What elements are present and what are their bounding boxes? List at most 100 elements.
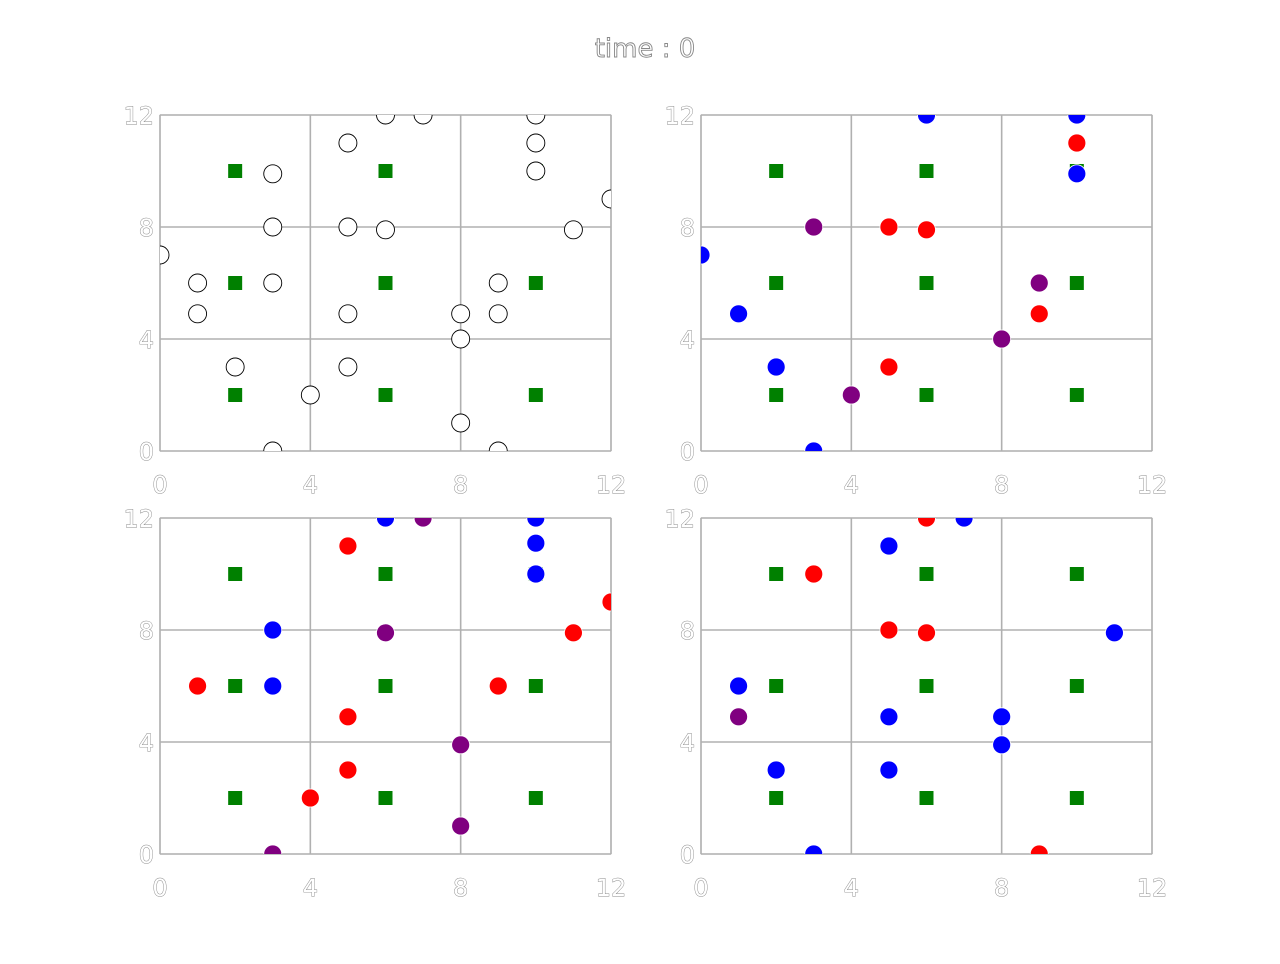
data-point-circle-blue bbox=[526, 564, 546, 584]
data-point-circle-red bbox=[1029, 304, 1049, 324]
x-tick-label: 0 bbox=[152, 471, 167, 499]
y-tick-label: 4 bbox=[139, 729, 154, 757]
data-point-circle-blue bbox=[879, 760, 899, 780]
x-tick-label: 8 bbox=[994, 471, 1009, 499]
data-point-circle-hollow bbox=[338, 304, 358, 324]
data-point-square-green bbox=[228, 567, 243, 581]
data-point-square-green bbox=[1069, 567, 1084, 581]
data-point-circle-hollow bbox=[451, 413, 471, 433]
data-point-circle-blue bbox=[766, 357, 786, 377]
x-tick-label: 4 bbox=[303, 874, 318, 902]
x-tick-label: 4 bbox=[844, 471, 859, 499]
subplot-3: 0 4 8 12 0 4 8 12 bbox=[123, 505, 627, 903]
data-point-circle-blue bbox=[729, 304, 748, 324]
data-point-square-green bbox=[378, 164, 393, 178]
data-point-circle-purple bbox=[413, 518, 433, 528]
y-tick-label: 8 bbox=[139, 214, 154, 242]
data-point-circle-hollow bbox=[160, 245, 170, 265]
data-point-circle-blue bbox=[766, 760, 786, 780]
data-point-circle-hollow bbox=[338, 217, 358, 237]
data-point-circle-hollow bbox=[263, 164, 283, 184]
y-tick-label: 0 bbox=[680, 841, 695, 869]
data-marks bbox=[188, 518, 611, 854]
x-tick-label: 12 bbox=[596, 471, 627, 499]
data-point-circle-hollow bbox=[526, 115, 546, 125]
y-tick-label: 8 bbox=[680, 214, 695, 242]
data-point-circle-hollow bbox=[376, 115, 395, 125]
data-point-circle-hollow bbox=[263, 273, 283, 293]
data-point-circle-blue bbox=[804, 441, 824, 451]
data-point-circle-purple bbox=[263, 844, 283, 854]
data-point-circle-blue bbox=[526, 533, 546, 553]
x-tick-label: 4 bbox=[844, 874, 859, 902]
data-point-square-green bbox=[228, 388, 243, 402]
data-point-circle-blue bbox=[954, 518, 974, 528]
x-tick-label: 12 bbox=[596, 874, 627, 902]
data-point-circle-blue bbox=[879, 707, 899, 727]
data-point-square-green bbox=[919, 791, 934, 805]
data-point-circle-hollow bbox=[488, 441, 508, 451]
data-point-circle-blue bbox=[1067, 115, 1087, 125]
data-point-square-green bbox=[769, 164, 784, 178]
data-point-circle-red bbox=[917, 518, 936, 528]
data-point-circle-blue bbox=[376, 518, 395, 528]
data-point-circle-purple bbox=[804, 217, 824, 237]
data-point-circle-hollow bbox=[526, 161, 546, 181]
x-tick-label: 12 bbox=[1137, 471, 1168, 499]
data-point-circle-red bbox=[879, 217, 899, 237]
data-point-circle-blue bbox=[1067, 164, 1087, 184]
x-tick-label: 8 bbox=[994, 874, 1009, 902]
data-point-circle-hollow bbox=[488, 304, 508, 324]
data-point-square-green bbox=[228, 276, 243, 290]
data-point-square-green bbox=[378, 276, 393, 290]
data-point-circle-red bbox=[879, 620, 899, 640]
data-point-circle-hollow bbox=[526, 133, 546, 153]
data-point-square-green bbox=[1069, 276, 1084, 290]
data-point-circle-purple bbox=[1029, 273, 1049, 293]
data-point-circle-purple bbox=[841, 385, 861, 405]
data-point-circle-blue bbox=[263, 620, 283, 640]
data-point-circle-blue bbox=[992, 707, 1012, 727]
data-point-circle-hollow bbox=[338, 357, 358, 377]
figure-suptitle: time : 0 bbox=[595, 34, 696, 64]
data-point-circle-blue bbox=[879, 536, 899, 556]
data-marks bbox=[160, 115, 611, 451]
data-point-square-green bbox=[919, 276, 934, 290]
data-point-circle-hollow bbox=[488, 273, 508, 293]
data-point-circle-blue bbox=[992, 735, 1012, 755]
data-point-circle-hollow bbox=[225, 357, 245, 377]
data-point-square-green bbox=[919, 388, 934, 402]
data-point-circle-purple bbox=[376, 623, 395, 643]
subplot-2: 0 4 8 12 0 4 8 12 bbox=[664, 102, 1168, 500]
data-point-circle-blue bbox=[701, 245, 711, 265]
data-point-square-green bbox=[919, 679, 934, 693]
data-point-square-green bbox=[1069, 679, 1084, 693]
data-point-circle-blue bbox=[1105, 623, 1124, 643]
data-point-circle-red bbox=[338, 707, 358, 727]
x-tick-label: 0 bbox=[693, 471, 708, 499]
data-point-circle-blue bbox=[729, 676, 748, 696]
data-point-square-green bbox=[378, 679, 393, 693]
y-tick-label: 4 bbox=[680, 326, 695, 354]
data-point-circle-red bbox=[338, 760, 358, 780]
data-point-circle-purple bbox=[729, 707, 748, 727]
data-point-circle-blue bbox=[917, 115, 936, 125]
y-tick-label: 12 bbox=[123, 505, 154, 533]
data-point-circle-red bbox=[601, 592, 611, 612]
data-point-circle-purple bbox=[992, 329, 1012, 349]
data-point-circle-red bbox=[188, 676, 207, 696]
data-point-circle-red bbox=[488, 676, 508, 696]
data-point-circle-purple bbox=[451, 735, 471, 755]
data-point-square-green bbox=[228, 791, 243, 805]
y-tick-label: 12 bbox=[664, 505, 695, 533]
data-point-circle-red bbox=[564, 623, 583, 643]
data-point-square-green bbox=[378, 388, 393, 402]
data-point-circle-red bbox=[917, 220, 936, 240]
y-tick-label: 8 bbox=[139, 617, 154, 645]
data-point-square-green bbox=[769, 679, 784, 693]
x-tick-label: 4 bbox=[303, 471, 318, 499]
data-point-square-green bbox=[1069, 791, 1084, 805]
data-point-square-green bbox=[919, 567, 934, 581]
data-point-square-green bbox=[769, 567, 784, 581]
